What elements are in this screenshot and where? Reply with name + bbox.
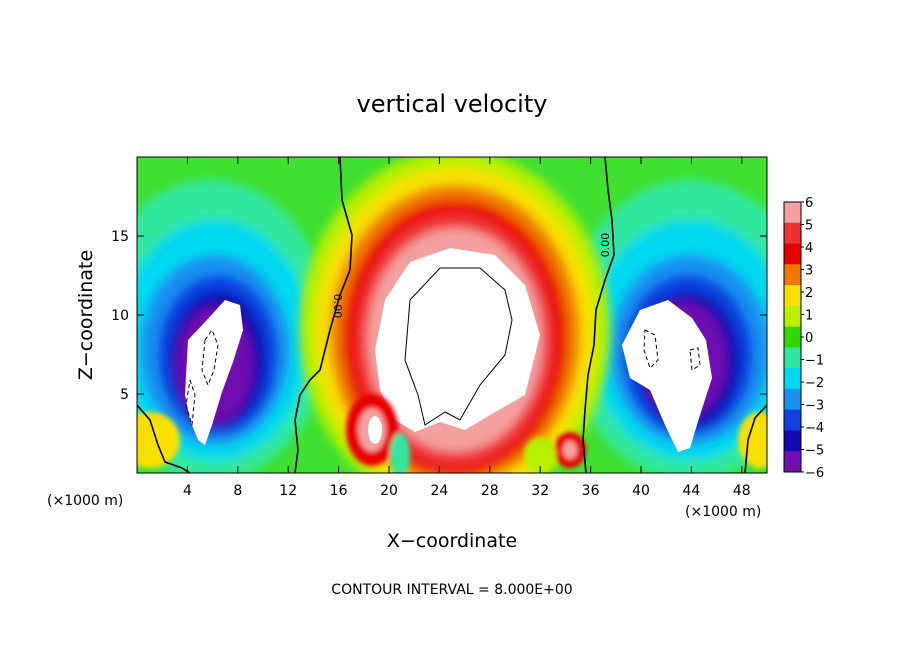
chart-title: vertical velocity — [357, 90, 548, 118]
colorbar-swatch — [784, 326, 801, 348]
zero-contour-left-edge — [137, 404, 191, 473]
colorbar-swatch — [784, 285, 801, 307]
zero-contour-right-edge — [744, 404, 767, 473]
x-unit-left: (×1000 m) — [47, 493, 123, 509]
colorbar-label: 0 — [805, 331, 813, 346]
colorbar-label: −1 — [805, 354, 824, 369]
zero-contour-right — [582, 157, 615, 473]
x-axis-label: X−coordinate — [387, 530, 517, 552]
colorbar-label: 3 — [805, 264, 813, 279]
right-dashed-contour — [643, 329, 701, 371]
colorbar-label: −2 — [805, 376, 824, 391]
colorbar-label: 6 — [805, 196, 813, 211]
left-dashed-contour — [185, 328, 219, 426]
colorbar-label: 2 — [805, 286, 813, 301]
x-tick-label: 48 — [733, 483, 751, 499]
contour-label-left: 0.00 — [331, 294, 344, 319]
x-tick-label: 20 — [380, 483, 398, 499]
updraft-inner-contour — [404, 267, 513, 426]
x-tick-label: 32 — [531, 483, 549, 499]
x-tick-label: 12 — [279, 483, 297, 499]
colorbar-swatch — [784, 451, 801, 473]
y-axis: 5 10 15 — [111, 229, 767, 403]
x-tick-label: 28 — [481, 483, 499, 499]
plot-field — [137, 157, 767, 473]
x-tick-label: 4 — [183, 483, 192, 499]
colorbar-label: 1 — [805, 309, 813, 324]
colorbar-swatch — [784, 347, 801, 369]
colorbar-swatch — [784, 368, 801, 390]
y-axis-label: Z−coordinate — [75, 250, 97, 380]
zero-contour-left — [294, 157, 353, 473]
x-tick-label: 24 — [430, 483, 448, 499]
colorbar-swatch — [784, 202, 801, 224]
colorbar-label: −6 — [805, 466, 824, 481]
contour-interval: CONTOUR INTERVAL = 8.000E+00 — [331, 582, 572, 598]
contour-label-right: 0.00 — [599, 233, 612, 258]
colorbar-label: −3 — [805, 399, 824, 414]
colorbar-label: −5 — [805, 444, 824, 459]
colorbar-swatch — [784, 222, 801, 245]
x-tick-label: 8 — [233, 483, 242, 499]
colorbar-swatch — [784, 388, 801, 411]
y-tick-label: 10 — [111, 308, 129, 324]
colorbar-swatch — [784, 243, 801, 265]
colorbar-label: 5 — [805, 219, 813, 234]
x-tick-label: 40 — [632, 483, 650, 499]
x-unit-right: (×1000 m) — [685, 504, 761, 520]
contour-labels: 0.00 0.00 — [331, 233, 612, 319]
x-tick-label: 44 — [682, 483, 700, 499]
x-axis: 4 8 12 16 20 24 28 32 36 40 44 48 — [183, 157, 751, 499]
x-tick-label: 36 — [582, 483, 600, 499]
small-updraft-core — [368, 416, 382, 444]
colorbar-swatch — [784, 409, 801, 431]
colorbar: 6 5 4 3 2 1 0 −1 −2 −3 −4 −5 −6 — [783, 196, 824, 481]
colorbar-swatch — [784, 430, 801, 452]
colorbar-swatch — [784, 264, 801, 286]
colorbar-label: 4 — [805, 241, 813, 256]
x-tick-label: 16 — [330, 483, 348, 499]
colorbar-swatch — [784, 305, 801, 328]
colorbar-label: −4 — [805, 421, 824, 436]
y-tick-label: 15 — [111, 229, 129, 245]
y-tick-label: 5 — [120, 387, 129, 403]
left-downdraft-core — [185, 300, 243, 445]
